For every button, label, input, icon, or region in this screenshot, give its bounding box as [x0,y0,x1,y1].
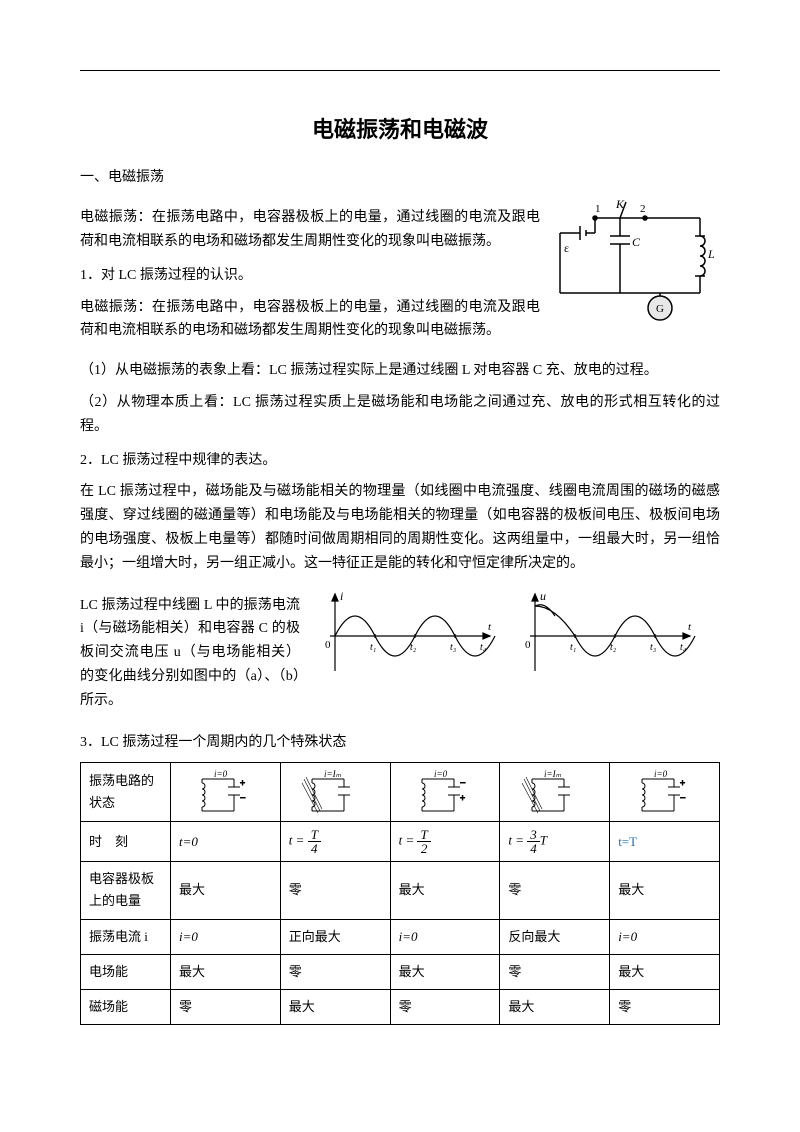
svg-text:t₄: t₄ [680,642,687,653]
svg-text:i=Iₘ: i=Iₘ [324,769,342,779]
svg-text:+: + [680,778,685,788]
circuit-label-1: 1 [595,203,601,215]
svg-text:t₂: t₂ [410,642,417,653]
curves-row: LC 振荡过程中线圈 L 中的振荡电流 i（与磁场能相关）和电容器 C 的极板间… [80,586,720,721]
section1-heading: 一、电磁振荡 [80,166,720,190]
page-title: 电磁振荡和电磁波 [80,111,720,148]
top-rule [80,70,720,71]
svg-text:i=0: i=0 [214,769,228,779]
state-diagram-3: − + i=0 [410,769,480,815]
svg-text:i=0: i=0 [434,769,448,779]
point1-sub1: （1）从电磁振荡的表象上看：LC 振荡过程实际上是通过线圈 L 对电容器 C 充… [80,359,720,383]
circuit-label-2: 2 [640,203,646,215]
row-label-charge: 电容器极板上的电量 [81,862,171,919]
point3-label: 3．LC 振荡过程一个周期内的几个特殊状态 [80,731,720,755]
axis-t-2: t [688,621,692,633]
time-c4: t = 34T [500,822,610,862]
svg-text:−: − [240,793,246,804]
curves-caption: LC 振荡过程中线圈 L 中的振荡电流 i（与磁场能相关）和电容器 C 的极板间… [80,594,300,713]
time-c3: t = T2 [390,822,500,862]
svg-text:t₁: t₁ [370,642,376,653]
svg-text:+: + [240,778,245,788]
row-label-efield: 电场能 [81,954,171,989]
svg-text:0: 0 [525,639,531,651]
point2-body: 在 LC 振荡过程中，磁场能及与磁场能相关的物理量（如线圈中电流强度、线圈电流周… [80,480,720,575]
table-row-current: 振荡电流 i i=0 正向最大 i=0 反向最大 i=0 [81,919,720,954]
point1-label: 1．对 LC 振荡过程的认识。 [80,264,540,288]
time-c2: t = T4 [280,822,390,862]
circuit-label-G: G [656,303,664,315]
svg-text:+: + [460,793,465,803]
svg-text:t₃: t₃ [650,642,657,653]
svg-text:t₁: t₁ [570,642,576,653]
state-diagram-2: i=Iₘ [300,769,370,815]
circuit-label-K: K [615,198,625,211]
intro-paragraph: 电磁振荡：在振荡电路中，电容器极板上的电量，通过线圈的电流及跟电荷和电流相联系的… [80,206,540,254]
graph-u: u 0 t t₁ t₂ t₃ t₄ [510,586,700,676]
state-diagram-4: i=Iₘ [520,769,590,815]
table-row-efield: 电场能 最大 零 最大 零 最大 [81,954,720,989]
point1-sub2: （2）从物理本质上看：LC 振荡过程实质上是磁场能和电场能之间通过充、放电的形式… [80,391,720,439]
row-label-current: 振荡电流 i [81,919,171,954]
svg-text:−: − [680,793,686,804]
svg-text:t₃: t₃ [450,642,457,653]
intro-paragraph-repeat: 电磁振荡：在振荡电路中，电容器极板上的电量，通过线圈的电流及跟电荷和电流相联系的… [80,296,540,344]
axis-t-1: t [488,621,492,633]
circuit-label-C: C [632,235,641,249]
point2-label: 2．LC 振荡过程中规律的表达。 [80,449,720,473]
row-label-bfield: 磁场能 [81,989,171,1024]
svg-text:i=Iₘ: i=Iₘ [544,769,562,779]
svg-text:−: − [460,778,466,789]
time-c5: t=T [610,822,720,862]
circuit-diagram: 1 2 K C L G ε [550,198,720,337]
circuit-label-L: L [707,247,715,261]
svg-text:t₂: t₂ [610,642,617,653]
circuit-label-eps: ε [564,241,569,255]
table-row-charge: 电容器极板上的电量 最大 零 最大 零 最大 [81,862,720,919]
graph-i: i 0 t t₁ t₂ t₃ t₄ [310,586,500,676]
table-row-time: 时 刻 t=0 t = T4 t = T2 t = 34T t=T [81,822,720,862]
row-label-time: 时 刻 [81,822,171,862]
intro-with-circuit: 电磁振荡：在振荡电路中，电容器极板上的电量，通过线圈的电流及跟电荷和电流相联系的… [80,198,720,351]
state-diagram-5: + − i=0 [630,769,700,815]
table-row-bfield: 磁场能 零 最大 零 最大 零 [81,989,720,1024]
states-table: 振荡电路的状态 + − i=0 i=Iₘ − + i=0 i=Iₘ + − i=0 时 刻 … [80,762,720,1024]
time-c1: t=0 [171,822,281,862]
svg-text:i=0: i=0 [654,769,668,779]
axis-u: u [540,589,546,603]
row-label-state: 振荡电路的状态 [81,763,171,822]
state-diagram-1: + − i=0 [190,769,260,815]
table-row-state: 振荡电路的状态 + − i=0 i=Iₘ − + i=0 i=Iₘ + − i=0 [81,763,720,822]
svg-text:0: 0 [325,639,331,651]
svg-text:t₄: t₄ [480,642,487,653]
axis-i: i [340,589,343,603]
